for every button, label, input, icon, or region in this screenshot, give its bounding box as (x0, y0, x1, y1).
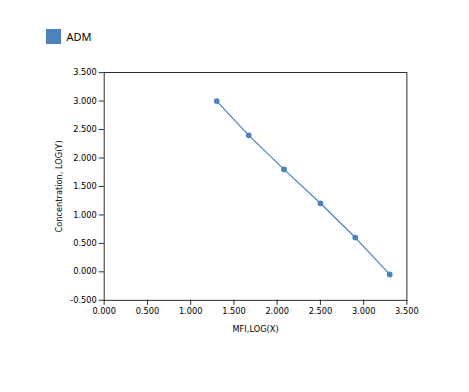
svg-text:1.500: 1.500 (73, 181, 97, 191)
svg-text:0.000: 0.000 (73, 266, 97, 276)
svg-text:2.000: 2.000 (73, 152, 97, 162)
svg-text:3.500: 3.500 (395, 305, 419, 315)
svg-text:3.500: 3.500 (73, 67, 97, 77)
svg-text:2.500: 2.500 (73, 124, 97, 134)
svg-text:2.000: 2.000 (265, 305, 289, 315)
svg-text:Concentration, LOG(Y): Concentration, LOG(Y) (54, 140, 64, 232)
svg-text:3.000: 3.000 (73, 95, 97, 105)
svg-text:3.000: 3.000 (352, 305, 376, 315)
svg-text:-0.500: -0.500 (70, 294, 97, 304)
svg-text:MFI,LOG(X): MFI,LOG(X) (232, 323, 278, 333)
svg-text:2.500: 2.500 (309, 305, 333, 315)
svg-text:1.500: 1.500 (222, 305, 246, 315)
svg-text:0.000: 0.000 (92, 305, 116, 315)
html-text:ADM: ADM (66, 29, 92, 44)
svg-text:0.500: 0.500 (136, 305, 160, 315)
svg-text:1.000: 1.000 (179, 305, 203, 315)
svg-text:1.000: 1.000 (73, 209, 97, 219)
svg-text:0.500: 0.500 (73, 238, 97, 248)
